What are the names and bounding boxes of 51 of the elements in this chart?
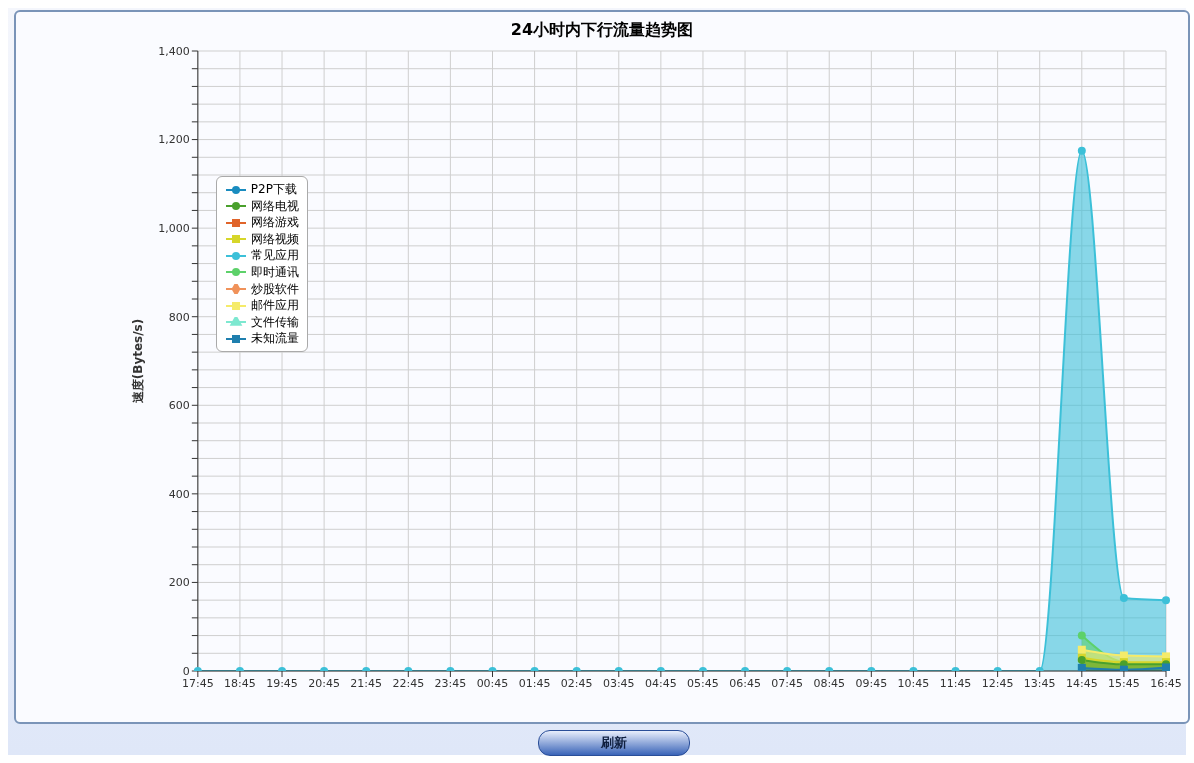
x-tick-label: 02:45 [560, 676, 593, 690]
y-tick-label: 1,200 [158, 133, 190, 147]
refresh-button: 刷新 [538, 730, 690, 756]
point [1119, 593, 1128, 602]
y-tick-label: 800 [168, 310, 190, 324]
x-tick-label: 01:45 [518, 676, 551, 690]
x-tick-label: 17:45 [181, 676, 214, 690]
legend-label: 网络电视 [250, 198, 299, 213]
x-tick-label: 04:45 [645, 676, 677, 690]
legend-label: 邮件应用 [250, 298, 299, 313]
legend-label: 网络视频 [250, 231, 299, 246]
x-tick-label: 23:45 [434, 676, 467, 690]
x-tick-label: 13:45 [1023, 676, 1056, 690]
x-tick-label: 06:45 [729, 676, 761, 690]
legend-label: 炒股软件 [250, 281, 299, 296]
x-tick-label: 19:45 [266, 676, 298, 690]
x-tick-label: 07:45 [771, 676, 803, 690]
point [1077, 663, 1086, 671]
point [1162, 596, 1170, 605]
x-tick-label: 22:45 [392, 676, 425, 690]
y-tick-label: 1,000 [158, 222, 190, 236]
x-tick-label: 15:45 [1108, 676, 1140, 690]
x-tick-label: 08:45 [813, 676, 846, 690]
legend-label: 常见应用 [250, 248, 299, 263]
x-tick-label: 05:45 [687, 676, 719, 690]
y-tick-label: 1,400 [158, 44, 190, 58]
legend-label: P2P下载 [250, 182, 297, 196]
x-tick-label: 12:45 [981, 676, 1014, 690]
y-axis-title: 速度(Bytes/s) [131, 318, 146, 405]
x-tick-label: 09:45 [855, 676, 888, 690]
point [1077, 146, 1086, 155]
x-tick-label: 14:45 [1065, 676, 1098, 690]
x-tick-label: 18:45 [224, 676, 256, 690]
y-tick-label: 400 [168, 487, 190, 501]
x-tick-label: 00:45 [476, 676, 509, 690]
chart-title: 24小时内下行流量趋势图 [509, 20, 695, 41]
legend-label: 即时通讯 [250, 264, 299, 279]
point [1077, 631, 1086, 640]
y-tick-label: 0 [182, 664, 190, 678]
x-tick-label: 20:45 [308, 676, 340, 690]
legend-label: 文件传输 [250, 314, 299, 329]
x-tick-label: 03:45 [602, 676, 635, 690]
legend-label: 未知流量 [250, 331, 299, 346]
legend-label: 网络游戏 [250, 215, 299, 230]
y-tick-label: 600 [168, 399, 190, 413]
y-tick-label: 200 [168, 576, 190, 590]
x-tick-label: 21:45 [350, 676, 383, 690]
x-tick-label: 16:45 [1150, 676, 1182, 690]
x-tick-label: 11:45 [939, 676, 972, 690]
x-tick-label: 10:45 [897, 676, 930, 690]
point [1077, 645, 1086, 654]
